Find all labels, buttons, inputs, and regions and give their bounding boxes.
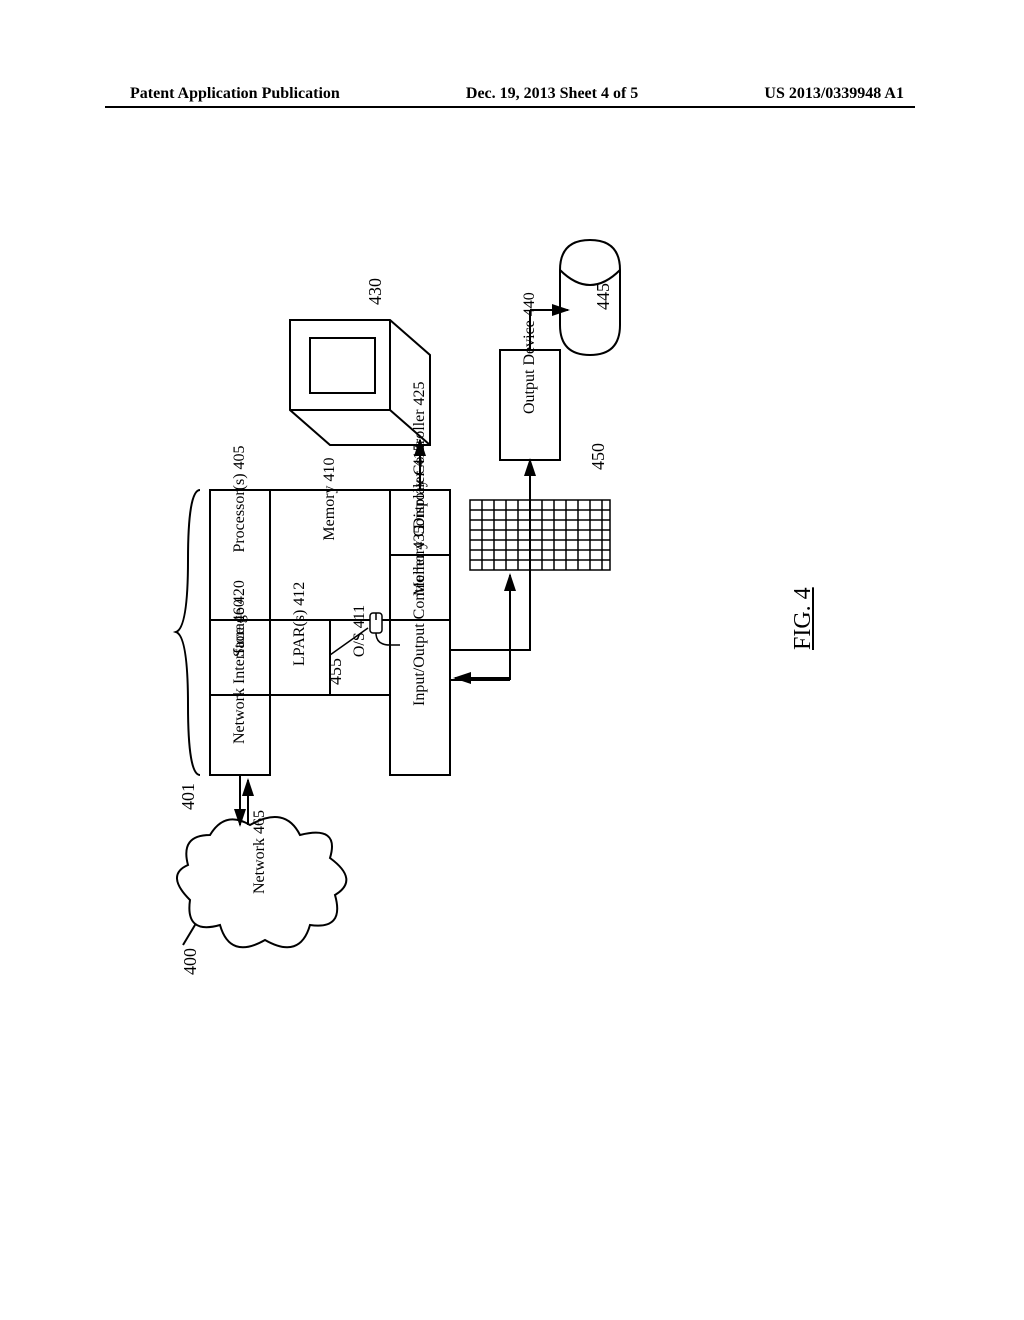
header-rule — [105, 106, 915, 108]
header-left: Patent Application Publication — [130, 85, 340, 103]
diagram-area: 400 401 430 445 450 455 Processor(s) 405… — [150, 200, 870, 980]
monitor-shape — [290, 320, 430, 445]
ref-401: 401 — [178, 783, 199, 810]
page-header: Patent Application Publication Dec. 19, … — [0, 85, 1024, 103]
header-right: US 2013/0339948 A1 — [764, 85, 904, 103]
ref-445: 445 — [593, 283, 614, 310]
figure-label: FIG. 4 — [790, 587, 817, 650]
ref-430: 430 — [365, 278, 386, 305]
header-center: Dec. 19, 2013 Sheet 4 of 5 — [466, 85, 638, 103]
ref-450: 450 — [588, 443, 609, 470]
keyboard-shape — [470, 500, 610, 570]
mouse-shape — [370, 613, 400, 645]
ref-400: 400 — [180, 948, 201, 975]
brace — [176, 490, 200, 775]
ref-455: 455 — [325, 658, 346, 685]
